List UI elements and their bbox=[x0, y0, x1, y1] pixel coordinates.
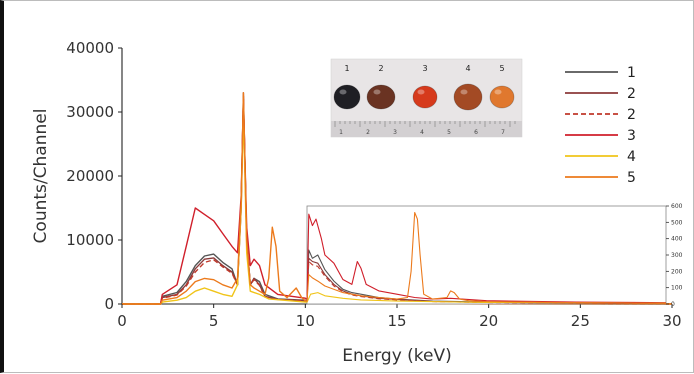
x-tick-label: 30 bbox=[662, 312, 681, 330]
x-tick-label: 20 bbox=[479, 312, 498, 330]
gemstone bbox=[412, 85, 438, 109]
inset-y-tick-label: 100 bbox=[671, 285, 683, 292]
legend: 1 2 2 3 4 5 bbox=[565, 65, 636, 186]
inset-y-tick-label: 200 bbox=[671, 268, 683, 275]
x-tick-label: 15 bbox=[387, 312, 406, 330]
inset-y-tick-label: 600 bbox=[671, 203, 683, 210]
inset-series-line-6 bbox=[306, 211, 667, 304]
y-axis-label: Counts/Channel bbox=[31, 109, 51, 244]
gemstone bbox=[366, 84, 396, 110]
inset-series-line-4 bbox=[306, 213, 667, 304]
y-tick-label: 0 bbox=[104, 295, 114, 313]
gemstone bbox=[453, 83, 483, 111]
ruler-label: 3 bbox=[393, 129, 397, 136]
gemstone-photo: 1 2 3 4 5 6 7 1 2 3 4 5 bbox=[330, 58, 523, 138]
x-tick-label: 10 bbox=[296, 312, 315, 330]
stone-number: 5 bbox=[499, 64, 504, 73]
gemstone-highlight bbox=[417, 89, 425, 95]
legend-label: 2 bbox=[627, 86, 636, 102]
legend-label: 3 bbox=[627, 128, 636, 144]
y-tick-label: 30000 bbox=[66, 103, 114, 121]
gemstone-highlight bbox=[339, 89, 347, 95]
stone-number: 3 bbox=[422, 64, 427, 73]
stone-number: 4 bbox=[465, 64, 470, 73]
gemstone-highlight bbox=[460, 89, 468, 95]
gemstone-highlight bbox=[373, 89, 381, 95]
inset-y-tick-label: 500 bbox=[671, 219, 683, 226]
ruler bbox=[331, 121, 522, 137]
x-ticks: 0 5 10 15 20 25 30 bbox=[117, 304, 682, 330]
x-tick-label: 5 bbox=[209, 312, 219, 330]
stone-number: 1 bbox=[344, 64, 349, 73]
inset-y-tick-label: 400 bbox=[671, 236, 683, 243]
stone-number: 2 bbox=[378, 64, 383, 73]
ruler-label: 4 bbox=[420, 129, 424, 136]
legend-label: 1 bbox=[627, 65, 636, 81]
legend-label: 4 bbox=[627, 149, 636, 165]
ruler-label: 1 bbox=[339, 129, 343, 136]
series-layer bbox=[122, 92, 673, 305]
inset-series-line-5 bbox=[306, 292, 667, 304]
inset-y-tick-label: 0 bbox=[671, 301, 675, 308]
ruler-label: 6 bbox=[474, 129, 478, 136]
x-axis-label: Energy (keV) bbox=[342, 346, 452, 366]
ruler-label: 2 bbox=[366, 129, 370, 136]
x-tick-label: 25 bbox=[571, 312, 590, 330]
gemstone-highlight bbox=[494, 89, 502, 95]
y-tick-label: 40000 bbox=[66, 39, 114, 57]
inset-y-ticks: 0 100 200 300 400 500 600 bbox=[666, 203, 683, 308]
ruler-label: 7 bbox=[501, 129, 505, 136]
legend-label: 5 bbox=[627, 170, 636, 186]
y-tick-label: 20000 bbox=[66, 167, 114, 185]
series-line-5 bbox=[122, 111, 673, 305]
y-ticks: 0 10000 20000 30000 40000 bbox=[66, 39, 122, 313]
legend-label: 2 bbox=[627, 107, 636, 123]
inset-series-layer bbox=[306, 211, 667, 305]
y-tick-label: 10000 bbox=[66, 231, 114, 249]
ruler-label: 5 bbox=[447, 129, 451, 136]
inset-y-tick-label: 300 bbox=[671, 252, 683, 259]
gemstone bbox=[489, 85, 515, 109]
inset-background bbox=[306, 205, 667, 305]
gemstone bbox=[333, 84, 361, 110]
inset-plot: 0 100 200 300 400 500 600 bbox=[306, 203, 683, 308]
x-tick-label: 0 bbox=[117, 312, 127, 330]
